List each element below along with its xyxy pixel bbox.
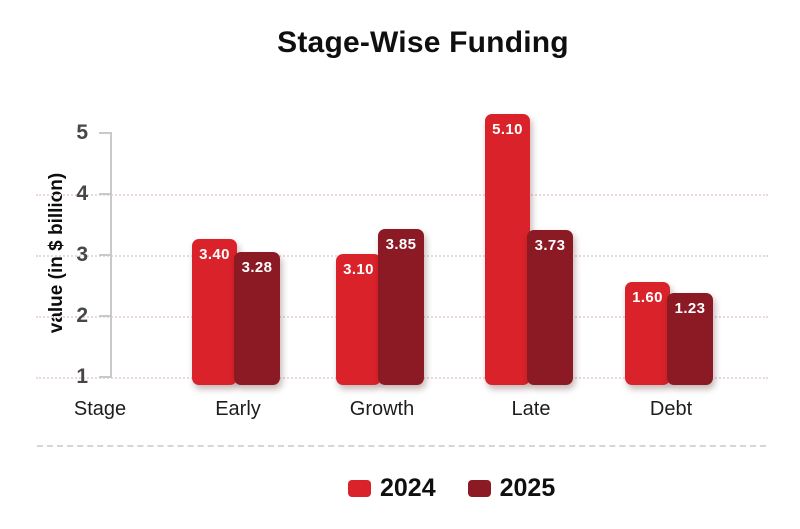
bar-value-label-2024-late: 5.10 [492, 121, 523, 138]
bar-value-label-2025-early: 3.28 [241, 259, 273, 276]
bar-value-label-2025-debt: 1.23 [674, 300, 706, 317]
y-tick-label-1: 1 [76, 365, 88, 388]
legend-swatch-2024 [348, 480, 371, 497]
legend: 2024 2025 [348, 474, 555, 503]
bar-2024-early: 3.40 [192, 239, 237, 385]
legend-item-2024: 2024 [348, 474, 436, 503]
bar-2025-growth: 3.85 [378, 229, 424, 385]
y-tick-mark-4 [99, 193, 112, 195]
bar-2025-early: 3.28 [234, 252, 280, 385]
separator-line [37, 445, 766, 447]
bar-2024-growth: 3.10 [336, 254, 381, 385]
y-tick-mark-1 [99, 376, 112, 378]
bar-value-label-2025-growth: 3.85 [385, 236, 417, 253]
y-tick-label-5: 5 [76, 121, 88, 144]
y-tick-label-3: 3 [76, 243, 88, 266]
x-axis-label-late: Late [511, 398, 551, 420]
legend-item-2025: 2025 [467, 474, 556, 503]
bar-value-label-2025-late: 3.73 [534, 237, 566, 254]
bar-2024-debt: 1.60 [625, 282, 670, 385]
x-axis-label-growth: Growth [349, 398, 415, 420]
bar-value-label-2024-early: 3.40 [199, 246, 230, 263]
y-tick-label-4: 4 [76, 182, 88, 205]
bar-2025-late: 3.73 [527, 230, 573, 385]
bar-2024-late: 5.10 [485, 114, 530, 385]
x-axis-label-stage: Stage [73, 398, 127, 420]
bar-2025-debt: 1.23 [667, 293, 713, 385]
y-tick-mark-5 [99, 132, 112, 134]
bar-value-label-2024-growth: 3.10 [343, 261, 374, 278]
y-tick-mark-3 [99, 254, 112, 256]
legend-label-2025: 2025 [499, 474, 556, 502]
x-axis-label-early: Early [215, 398, 261, 420]
chart-title: Stage-Wise Funding [277, 26, 569, 59]
y-tick-label-2: 2 [76, 304, 88, 327]
y-tick-mark-2 [99, 315, 112, 317]
gridline-4 [36, 194, 768, 196]
legend-swatch-2025 [467, 480, 491, 497]
bar-value-label-2024-debt: 1.60 [632, 289, 663, 306]
legend-label-2024: 2024 [380, 474, 436, 502]
x-axis-label-debt: Debt [649, 398, 693, 420]
